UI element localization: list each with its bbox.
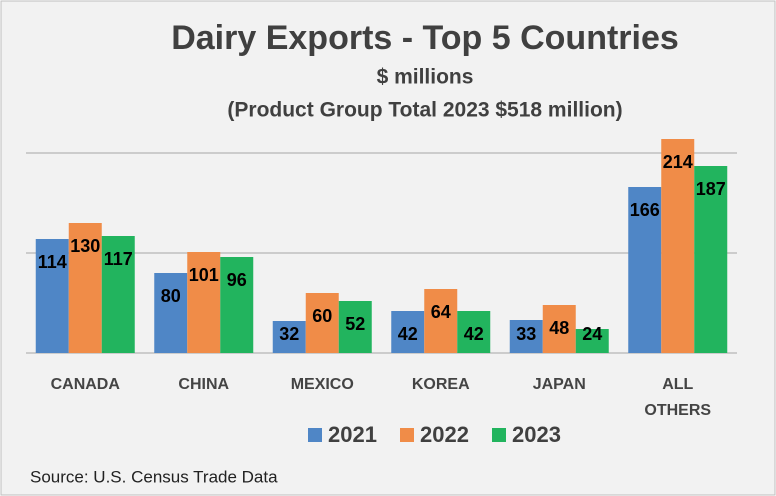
bar (509, 320, 543, 353)
legend-label: 2021 (328, 422, 377, 447)
bar (457, 311, 491, 353)
data-label: 101 (189, 265, 219, 285)
legend-swatch (400, 428, 414, 442)
legend-swatch (492, 428, 506, 442)
bar (628, 187, 662, 353)
chart-title: Dairy Exports - Top 5 Countries (171, 19, 679, 57)
bar (154, 273, 188, 353)
bar (187, 252, 221, 353)
subtitle: $ millions (377, 66, 474, 89)
bar (35, 239, 69, 353)
data-label: 96 (227, 270, 247, 290)
data-label: 214 (663, 152, 693, 172)
data-label: 42 (464, 324, 484, 344)
data-label: 32 (279, 324, 299, 344)
x-tick-label: CHINA (178, 376, 230, 393)
bar (575, 329, 609, 353)
bar (391, 311, 425, 353)
bar (694, 166, 728, 353)
source-note: Source: U.S. Census Trade Data (30, 467, 278, 486)
bar (424, 289, 458, 353)
data-label: 130 (70, 236, 100, 256)
bar (338, 301, 372, 353)
data-label: 42 (398, 324, 418, 344)
legend-label: 2023 (512, 422, 561, 447)
bar (305, 293, 339, 353)
x-tick-label: MEXICO (290, 376, 354, 393)
x-tick-label: ALL OTHERS (644, 376, 712, 419)
data-label: 48 (549, 318, 569, 338)
legend-swatch (308, 428, 322, 442)
data-label: 60 (312, 306, 332, 326)
data-label: 80 (161, 286, 181, 306)
data-label: 187 (696, 179, 726, 199)
subtitle: (Product Group Total 2023 $518 million) (227, 99, 622, 122)
data-label: 52 (345, 314, 365, 334)
bar (661, 139, 695, 353)
x-tick-label: JAPAN (532, 376, 586, 393)
bar (220, 257, 254, 353)
data-label: 117 (104, 249, 133, 269)
data-label: 33 (516, 324, 536, 344)
data-label: 166 (630, 200, 660, 220)
bar (542, 305, 576, 353)
legend-label: 2022 (420, 422, 469, 447)
data-label: 64 (431, 302, 451, 322)
data-label: 24 (582, 324, 602, 344)
bar (272, 321, 306, 353)
x-tick-label: CANADA (50, 376, 120, 393)
x-tick-label: KOREA (411, 376, 470, 393)
bar (68, 223, 102, 353)
data-label: 114 (38, 252, 67, 272)
bar (101, 236, 135, 353)
